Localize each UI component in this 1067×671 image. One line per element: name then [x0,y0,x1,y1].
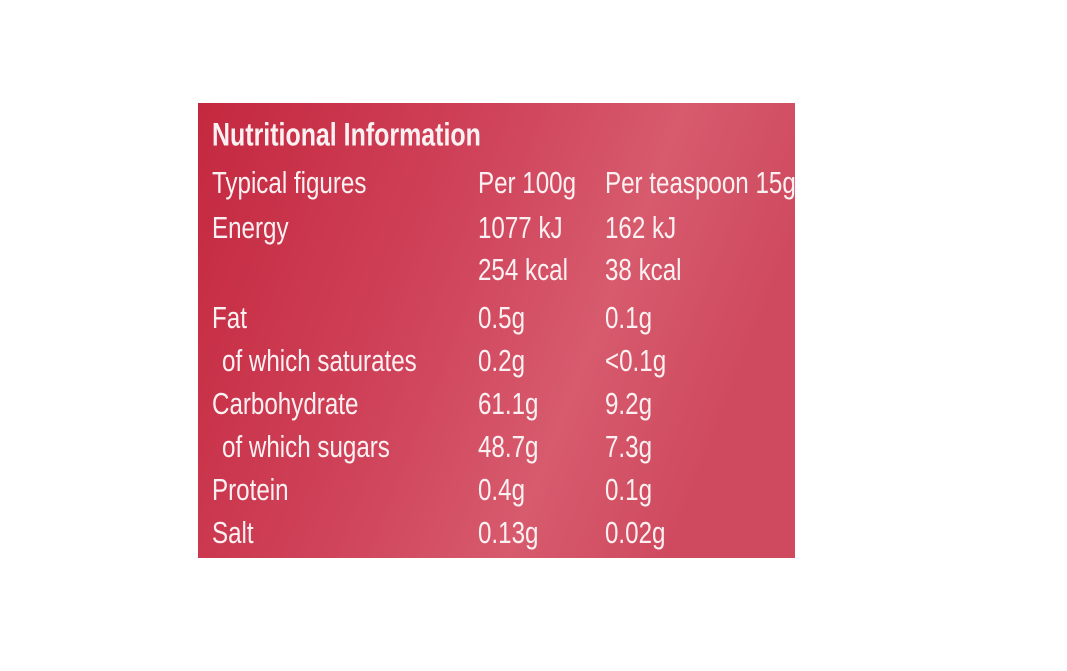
value-cell: 0.1g [605,300,652,335]
value-cell: 0.5g [478,300,525,335]
value-cell: 0.4g [478,472,525,507]
nutrient-label: Salt [212,515,254,550]
value-cell: <0.1g [605,343,666,378]
value-cell: 48.7g [478,429,538,464]
value-cell: 1077 kJ [478,210,563,245]
value-cell: 9.2g [605,386,652,421]
title: Nutritional Information [212,118,481,154]
label-panel [198,103,795,558]
value-cell: 0.02g [605,515,665,550]
header-cell: Per teaspoon 15g [605,165,796,200]
sub-label: of which saturates [222,343,417,378]
nutrient-label: Energy [212,210,289,245]
value-cell: 0.2g [478,343,525,378]
value-cell: 254 kcal [478,252,568,287]
nutrient-label: Protein [212,472,289,507]
nutrient-label: Carbohydrate [212,386,358,421]
value-cell: 0.13g [478,515,538,550]
value-cell: 61.1g [478,386,538,421]
sub-label: of which sugars [222,429,390,464]
nutrition-table: Nutritional Information Typical figures Pe… [212,118,796,550]
header-cell: Per 100g [478,165,576,200]
value-cell: 38 kcal [605,252,682,287]
header-cell: Typical figures [212,165,366,200]
nutrient-label: Fat [212,300,247,335]
value-cell: 7.3g [605,429,652,464]
value-cell: 162 kJ [605,210,676,245]
value-cell: 0.1g [605,472,652,507]
